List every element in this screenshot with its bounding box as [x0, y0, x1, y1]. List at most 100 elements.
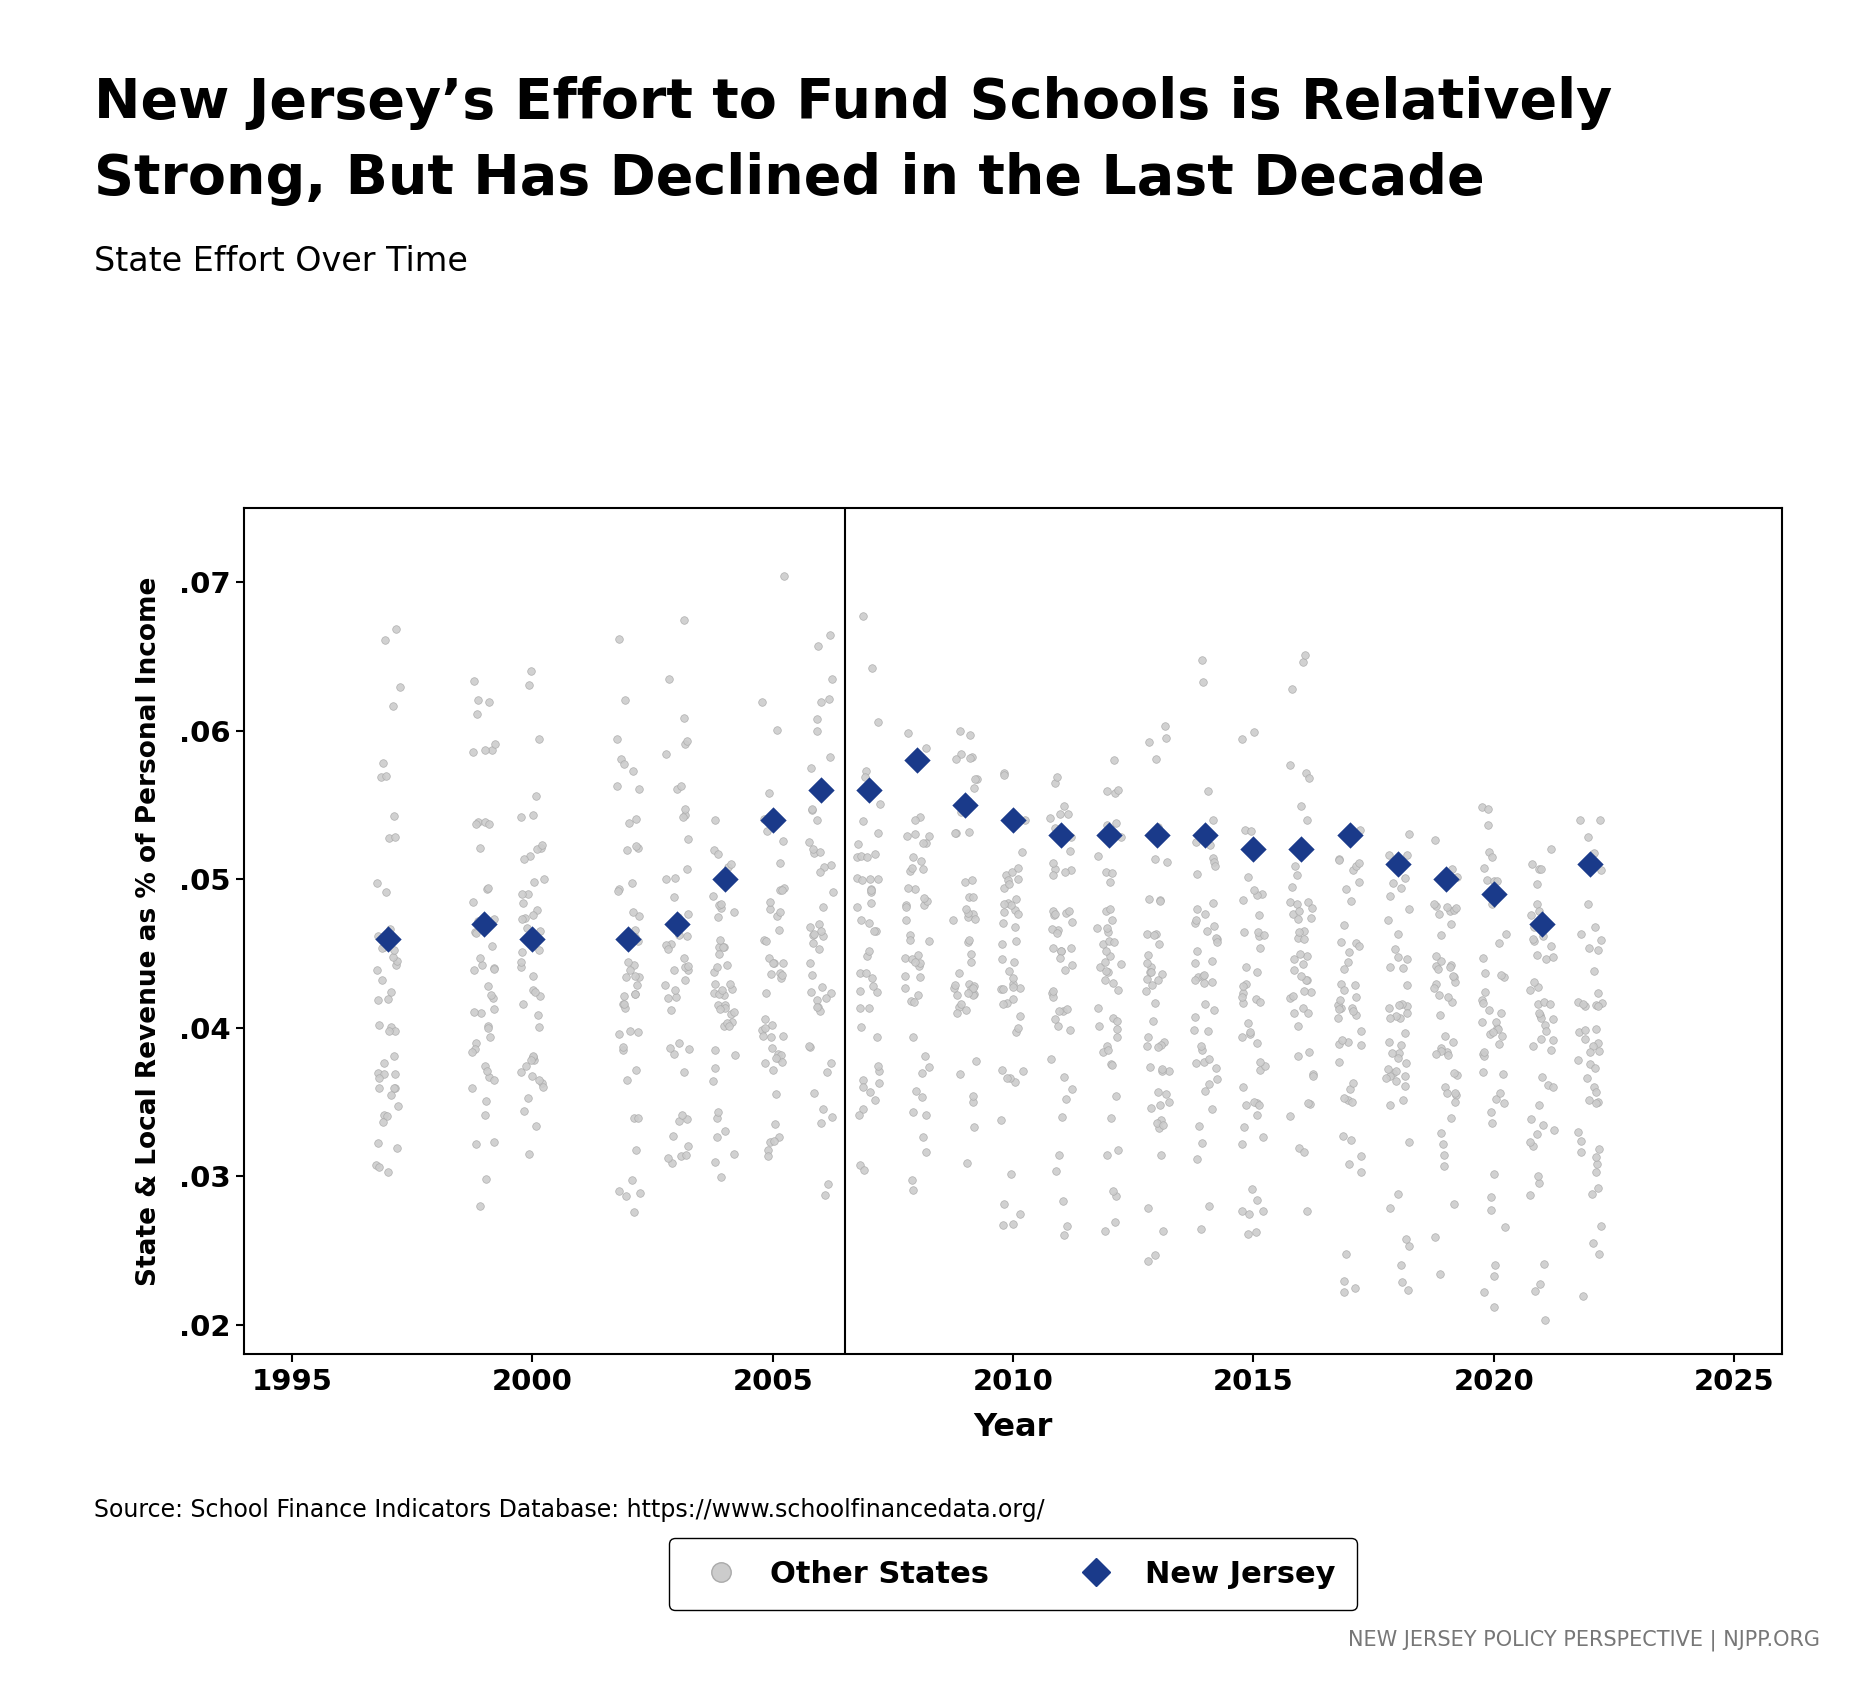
Point: [478, 1067, 508, 1094]
Point: [377, 1082, 407, 1109]
Point: [1491, 921, 1521, 948]
Point: [518, 933, 548, 960]
Point: [1386, 1251, 1416, 1278]
Point: [1469, 1043, 1499, 1070]
Point: [1084, 953, 1114, 980]
Point: [897, 1166, 927, 1194]
Point: [1392, 1226, 1422, 1253]
Point: [1146, 1141, 1176, 1168]
Point: [1570, 1017, 1600, 1045]
Point: [1336, 1126, 1366, 1153]
Point: [938, 975, 968, 1002]
Point: [1563, 1119, 1593, 1146]
Point: [1244, 902, 1274, 929]
Point: [752, 1143, 782, 1170]
Point: [1180, 967, 1210, 994]
Point: [1000, 914, 1030, 941]
Point: [1229, 979, 1259, 1006]
Point: [1330, 875, 1360, 902]
Point: [477, 736, 507, 764]
Point: [1242, 882, 1272, 909]
Point: [1293, 808, 1323, 835]
Point: [613, 924, 643, 951]
Point: [1094, 1036, 1124, 1063]
Point: [767, 962, 797, 989]
Point: [812, 984, 842, 1011]
Point: [1242, 1090, 1272, 1117]
Point: [1201, 1065, 1231, 1092]
Point: [987, 1056, 1017, 1084]
Point: [379, 1060, 409, 1087]
Point: [959, 1082, 989, 1109]
Point: [1281, 891, 1311, 918]
Point: [846, 843, 876, 870]
Point: [525, 1014, 555, 1041]
Point: [1439, 896, 1469, 923]
Point: [670, 704, 700, 731]
Point: [910, 735, 940, 762]
Point: [1047, 821, 1077, 848]
Point: [1094, 928, 1124, 955]
Point: [670, 801, 700, 828]
Point: [1049, 1187, 1079, 1214]
Point: [1090, 1217, 1120, 1244]
Point: [1191, 990, 1221, 1017]
Point: [653, 936, 683, 963]
Point: [1473, 796, 1503, 823]
Point: [709, 865, 739, 892]
Point: [1037, 980, 1067, 1007]
Point: [996, 1065, 1026, 1092]
Point: [914, 1053, 944, 1080]
Point: [670, 606, 700, 633]
Point: [368, 1050, 398, 1077]
Point: [1195, 831, 1225, 858]
Point: [1523, 897, 1553, 924]
Point: [1097, 1051, 1127, 1078]
Point: [1386, 990, 1416, 1017]
Point: [1133, 885, 1163, 913]
Point: [1339, 1275, 1369, 1302]
Point: [1144, 931, 1174, 958]
Point: [769, 950, 799, 977]
Point: [754, 945, 784, 972]
Point: [795, 755, 825, 782]
Point: [900, 948, 930, 975]
Point: [1052, 995, 1082, 1023]
Point: [989, 762, 1019, 789]
Point: [944, 960, 974, 987]
Point: [623, 1106, 653, 1133]
Point: [1518, 1133, 1548, 1160]
Point: [764, 1045, 794, 1072]
Point: [1287, 951, 1317, 979]
Point: [623, 972, 653, 999]
Point: [765, 899, 795, 926]
Point: [719, 899, 749, 926]
Point: [373, 1102, 403, 1129]
Point: [1339, 972, 1369, 999]
Point: [525, 918, 555, 945]
Point: [912, 1138, 942, 1165]
Point: [1002, 865, 1032, 892]
Point: [1045, 1141, 1075, 1168]
Point: [1082, 995, 1112, 1023]
Point: [1516, 1129, 1546, 1156]
Point: [765, 850, 795, 877]
Point: [1135, 728, 1165, 755]
Point: [662, 775, 692, 802]
Point: [1197, 808, 1227, 835]
Point: [946, 742, 976, 769]
Point: [1278, 874, 1308, 901]
Point: [1199, 891, 1229, 918]
Point: [1324, 1029, 1354, 1056]
Point: [1482, 1014, 1512, 1041]
Point: [610, 994, 640, 1021]
Point: [381, 1075, 411, 1102]
Point: [660, 913, 690, 940]
Point: [953, 904, 983, 931]
Point: [1004, 1014, 1034, 1041]
Point: [1039, 901, 1069, 928]
Point: [846, 906, 876, 933]
Point: [461, 1131, 492, 1158]
Point: [1144, 887, 1174, 914]
Point: [750, 928, 780, 955]
